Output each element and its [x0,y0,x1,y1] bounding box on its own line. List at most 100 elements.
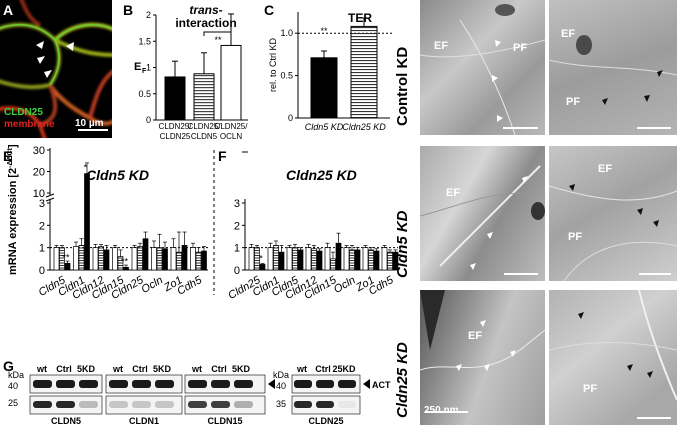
ef-label: EF [446,187,461,199]
em-scale-label: 250 nm [424,405,459,416]
x-tick-label: CLDN25 [160,132,191,141]
ef-label: EF [468,330,483,342]
x-tick-label: Ocln [139,274,165,296]
bar [349,249,355,271]
blot-band [316,380,334,388]
arrowhead-icon [44,70,52,78]
blot-band [109,401,128,408]
bar [248,247,255,271]
axis-break [45,197,55,202]
panel-label-b: B [123,2,134,18]
bar [123,266,129,271]
lane-label: wt [112,364,123,374]
pf-label: PF [513,42,528,54]
x-tick-label: Cldn5 KD [305,122,344,132]
lane-label: wt [191,364,202,374]
bar [316,250,323,271]
scale-bar-label: 10 µm [75,118,104,129]
blot-band [155,380,174,388]
bar [220,44,242,121]
arrowhead-icon [569,184,575,191]
legend-membrane: membrane [4,119,55,130]
bar [142,238,149,271]
lane-label: 5KD [232,364,251,374]
sig-marker: ** [121,256,129,266]
bar [278,251,285,271]
x-tick-label: Ocln [332,274,358,296]
y-axis-label-sub: F [142,68,147,75]
panel-a-image [0,0,112,138]
blot-strip [105,395,183,415]
bar [311,248,317,271]
arrowhead-icon [484,364,490,371]
sig-marker: * [84,163,88,173]
panel-label-g: G [3,358,14,374]
em-cldn5-right [549,146,677,281]
lane-label: 5KD [153,364,172,374]
x-tick-label: CLDN25/ [215,122,249,131]
y-tick-label: 1 [146,63,151,73]
y-tick-label: 2 [146,10,151,20]
x-tick-label: CLDN25/ [159,122,193,131]
blot-band [294,401,312,408]
bar [131,247,138,271]
arrowhead-icon [578,312,584,319]
arrowhead-icon [637,208,643,215]
ef-label: EF [561,28,576,40]
em-cldn25-right [549,290,677,425]
arrowhead-icon [487,232,493,239]
fluorescence-cells [0,0,112,138]
bar [381,247,388,271]
lane-label: Ctrl [132,364,148,374]
blot-band [316,401,334,408]
arrowhead-icon [657,70,663,77]
bar [273,245,279,271]
bar [156,247,163,271]
em-cldn25-left [420,290,545,425]
panel-label-c: C [264,2,275,18]
blot-label: CLDN15 [207,416,242,425]
lane-label: wt [296,364,307,374]
arrowhead-icon [644,95,650,102]
lane-label: Ctrl [211,364,227,374]
bar [387,251,393,271]
bar [292,247,298,271]
blot-label: CLDN5 [51,416,81,425]
bar [193,73,215,121]
pf-label: PF [583,383,598,395]
bar [305,247,312,271]
bar [310,57,338,119]
bar [190,247,196,271]
bar [73,246,79,271]
blot-band [132,401,151,408]
y-tick-label: 30 [33,145,45,157]
blot-label: CLDN1 [129,416,159,425]
lane-label: Ctrl [315,364,331,374]
em-control-right [549,0,677,135]
y-tick-label: 1 [234,243,240,255]
bar [78,245,85,271]
mw-label: 35 [276,399,286,409]
blot-label: CLDN25 [308,416,343,425]
blot-band [294,380,312,388]
y-tick-label: 1.0 [280,28,293,38]
arrowhead-icon [492,75,498,82]
pf-label: PF [566,96,581,108]
arrowhead-icon [653,220,659,227]
bar [368,249,374,271]
bar [392,251,399,271]
chart-title: Cldn5 KD [86,167,149,183]
bar [297,249,304,271]
sig-marker: ** [320,26,328,36]
bar [117,256,124,271]
y-tick-label: 3 [234,198,240,210]
blot-band [79,401,98,408]
lane-label: 5KD [77,364,96,374]
chart-title: interaction [175,16,236,30]
blot-band [79,380,98,388]
blot-band [33,401,52,408]
y-tick-label: 0.5 [138,89,151,99]
bar [201,250,207,271]
